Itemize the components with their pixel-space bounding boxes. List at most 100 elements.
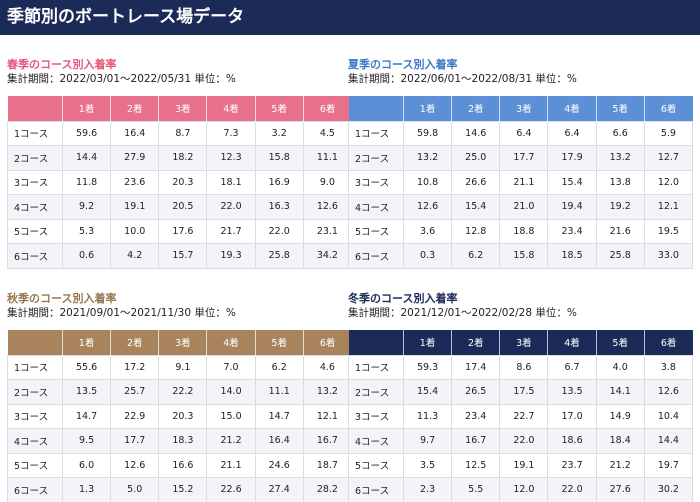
table-row: 6コース 2.3 5.5 12.0 22.0 27.6 30.2 <box>348 477 694 502</box>
course-label: 6コース <box>7 477 63 502</box>
rate-cell: 5.3 <box>61 218 112 244</box>
rate-cell: 8.7 <box>158 120 208 146</box>
winter-period: 集計期間：2021/12/01～2022/02/28 単位：% <box>348 307 577 319</box>
rate-cell: 11.1 <box>302 145 353 171</box>
course-label: 2コース <box>348 379 404 405</box>
course-label: 1コース <box>348 354 404 380</box>
rate-cell: 12.7 <box>643 145 694 171</box>
rate-cell: 10.0 <box>110 218 160 244</box>
rate-cell: 14.9 <box>595 403 645 429</box>
rate-cell: 16.3 <box>254 194 304 220</box>
course-label: 6コース <box>7 243 63 269</box>
course-label: 4コース <box>348 194 404 220</box>
rate-cell: 14.6 <box>451 120 501 146</box>
rate-cell: 6.6 <box>595 120 645 146</box>
table-row: 4コース 9.7 16.7 22.0 18.6 18.4 14.4 <box>348 428 694 454</box>
rate-cell: 16.7 <box>451 428 501 454</box>
table-row: 1コース 59.6 16.4 8.7 7.3 3.2 4.5 <box>7 120 353 146</box>
rate-cell: 13.5 <box>547 379 597 405</box>
column-header: 4着 <box>206 330 256 355</box>
rate-cell: 30.2 <box>643 477 694 502</box>
rate-cell: 7.3 <box>206 120 256 146</box>
table-row: 3コース 11.3 23.4 22.7 17.0 14.9 10.4 <box>348 403 694 429</box>
autumn-table: 1着 2着 3着 4着 5着 6着 1コース 55.6 17.2 9.1 7.0 6.2 4.6 2コース… <box>7 330 353 502</box>
rate-cell: 27.6 <box>595 477 645 502</box>
rate-cell: 21.7 <box>206 218 256 244</box>
column-header: 3着 <box>499 330 548 355</box>
column-header: 3着 <box>158 96 207 121</box>
rate-cell: 19.4 <box>547 194 597 220</box>
rate-cell: 16.4 <box>110 120 160 146</box>
rate-cell: 27.9 <box>110 145 160 171</box>
rate-cell: 22.0 <box>547 477 597 502</box>
rate-cell: 14.0 <box>206 379 256 405</box>
rate-cell: 4.0 <box>595 354 645 380</box>
rate-cell: 9.2 <box>61 194 112 220</box>
rate-cell: 4.6 <box>302 354 353 380</box>
column-header: 1着 <box>402 330 452 355</box>
course-label: 2コース <box>7 379 63 405</box>
rate-cell: 12.8 <box>451 218 501 244</box>
rate-cell: 25.0 <box>451 145 501 171</box>
rate-cell: 19.3 <box>206 243 256 269</box>
summer-table: 1着 2着 3着 4着 5着 6着 1コース 59.8 14.6 6.4 6.4 6.6 5.9 2コース… <box>348 96 694 269</box>
summer-title: 夏季のコース別入着率 <box>348 58 458 71</box>
rate-cell: 15.2 <box>158 477 208 502</box>
rate-cell: 22.0 <box>499 428 549 454</box>
rate-cell: 12.0 <box>499 477 549 502</box>
rate-cell: 15.4 <box>451 194 501 220</box>
rate-cell: 25.7 <box>110 379 160 405</box>
rate-cell: 55.6 <box>61 354 112 380</box>
summer-section: 夏季のコース別入着率 集計期間：2022/06/01～2022/08/31 単位… <box>348 57 694 269</box>
winter-section: 冬季のコース別入着率 集計期間：2021/12/01～2022/02/28 単位… <box>348 291 694 502</box>
rate-cell: 14.4 <box>61 145 112 171</box>
rate-cell: 17.4 <box>451 354 501 380</box>
table-row: 6コース 0.6 4.2 15.7 19.3 25.8 34.2 <box>7 243 353 269</box>
table-row: 2コース 13.2 25.0 17.7 17.9 13.2 12.7 <box>348 145 694 171</box>
spring-section: 春季のコース別入着率 集計期間：2022/03/01～2022/05/31 単位… <box>7 57 353 269</box>
course-label: 3コース <box>7 169 63 195</box>
column-header: 5着 <box>254 96 304 121</box>
rate-cell: 14.1 <box>595 379 645 405</box>
rate-cell: 9.0 <box>302 169 353 195</box>
column-header: 5着 <box>254 330 304 355</box>
rate-cell: 5.5 <box>451 477 501 502</box>
rate-cell: 59.3 <box>402 354 453 380</box>
rate-cell: 0.3 <box>402 243 453 269</box>
rate-cell: 20.5 <box>158 194 208 220</box>
rate-cell: 16.7 <box>302 428 353 454</box>
course-label: 5コース <box>7 218 63 244</box>
course-label: 1コース <box>348 120 404 146</box>
rate-cell: 34.2 <box>302 243 353 269</box>
rate-cell: 15.4 <box>547 169 597 195</box>
rate-cell: 22.2 <box>158 379 208 405</box>
table-row: 6コース 0.3 6.2 15.8 18.5 25.8 33.0 <box>348 243 694 269</box>
column-header: 6着 <box>302 330 352 355</box>
course-label: 3コース <box>7 403 63 429</box>
rate-cell: 14.7 <box>254 403 304 429</box>
rate-cell: 18.8 <box>499 218 549 244</box>
rate-cell: 3.2 <box>254 120 304 146</box>
rate-cell: 15.0 <box>206 403 256 429</box>
rate-cell: 23.1 <box>302 218 353 244</box>
course-label: 5コース <box>348 452 404 478</box>
column-header: 1着 <box>402 96 452 121</box>
rate-cell: 21.2 <box>206 428 256 454</box>
column-header: 2着 <box>451 96 500 121</box>
column-header: 4着 <box>206 96 256 121</box>
rate-cell: 11.8 <box>61 169 112 195</box>
table-row: 3コース 14.7 22.9 20.3 15.0 14.7 12.1 <box>7 403 353 429</box>
rate-cell: 17.7 <box>110 428 160 454</box>
table-row: 4コース 9.2 19.1 20.5 22.0 16.3 12.6 <box>7 194 353 220</box>
rate-cell: 6.0 <box>61 452 112 478</box>
table-row: 2コース 13.5 25.7 22.2 14.0 11.1 13.2 <box>7 379 353 405</box>
table-row: 1コース 59.3 17.4 8.6 6.7 4.0 3.8 <box>348 354 694 380</box>
autumn-title: 秋季のコース別入着率 <box>7 292 117 305</box>
table-row: 4コース 9.5 17.7 18.3 21.2 16.4 16.7 <box>7 428 353 454</box>
column-header: 5着 <box>595 96 645 121</box>
rate-cell: 3.6 <box>402 218 453 244</box>
table-row: 3コース 10.8 26.6 21.1 15.4 13.8 12.0 <box>348 169 694 195</box>
rate-cell: 19.1 <box>499 452 549 478</box>
course-label: 2コース <box>7 145 63 171</box>
rate-cell: 12.6 <box>110 452 160 478</box>
